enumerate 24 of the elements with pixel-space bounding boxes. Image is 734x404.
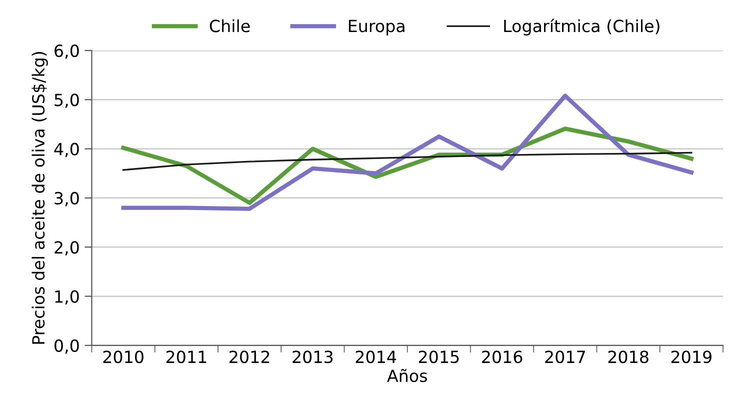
x-tick-label: 2018 <box>608 350 648 364</box>
legend-label: Chile <box>210 19 250 32</box>
x-tick-label: 2014 <box>356 350 396 364</box>
line-series <box>121 94 694 211</box>
x-axis-title: Años <box>387 368 427 382</box>
x-tick-label: 2013 <box>292 350 333 364</box>
y-tick-label: 3,0 <box>54 192 79 206</box>
x-tick-label: 2012 <box>230 350 270 364</box>
x-tick-label: 2017 <box>545 350 585 364</box>
legend-label: Logarítmica (Chile) <box>504 18 660 36</box>
y-tick-label: 0,0 <box>54 339 79 354</box>
y-tick-label: 2,0 <box>54 241 79 256</box>
y-tick-label: 1,0 <box>55 290 79 305</box>
line-series <box>122 152 692 171</box>
x-tick-label: 2015 <box>418 350 459 364</box>
y-tick-label: 5,0 <box>54 94 79 108</box>
x-tick-label: 2011 <box>166 350 206 364</box>
legend-label: Europa <box>348 20 404 36</box>
x-tick-label: 2019 <box>671 350 712 364</box>
y-axis-title: Precios del aceite de oliva (US$/kg) <box>32 52 48 344</box>
y-tick-label: 6,0 <box>54 44 79 59</box>
y-tick-label: 4,0 <box>54 142 79 158</box>
x-tick-label: 2010 <box>103 350 144 364</box>
x-tick-label: 2016 <box>482 350 522 364</box>
